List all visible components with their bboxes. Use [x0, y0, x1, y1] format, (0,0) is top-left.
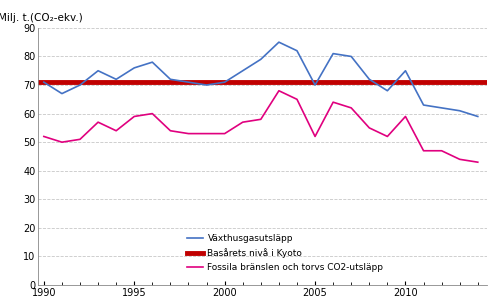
Line: Växthusgasutsläpp: Växthusgasutsläpp [44, 42, 478, 117]
Legend: Växthusgasutsläpp, Basårets nivå i Kyoto, Fossila bränslen och torvs CO2-utsläpp: Växthusgasutsläpp, Basårets nivå i Kyoto… [183, 230, 387, 275]
Fossila bränslen och torvs CO2-utsläpp [421, 149, 427, 153]
Växthusgasutsläpp [186, 80, 191, 84]
Växthusgasutsläpp [240, 69, 246, 72]
Växthusgasutsläpp [276, 40, 282, 44]
Fossila bränslen och torvs CO2-utsläpp [41, 135, 47, 138]
Fossila bränslen och torvs CO2-utsläpp [475, 160, 481, 164]
Växthusgasutsläpp [77, 83, 83, 87]
Växthusgasutsläpp [348, 55, 354, 58]
Fossila bränslen och torvs CO2-utsläpp [348, 106, 354, 110]
Fossila bränslen och torvs CO2-utsläpp [403, 115, 409, 118]
Växthusgasutsläpp [366, 78, 372, 81]
Fossila bränslen och torvs CO2-utsläpp [77, 137, 83, 141]
Växthusgasutsläpp [330, 52, 336, 55]
Text: Milj. t.(CO₂-ekv.): Milj. t.(CO₂-ekv.) [0, 13, 83, 23]
Fossila bränslen och torvs CO2-utsläpp [294, 98, 300, 101]
Fossila bränslen och torvs CO2-utsläpp [366, 126, 372, 130]
Växthusgasutsläpp [312, 83, 318, 87]
Fossila bränslen och torvs CO2-utsläpp [258, 117, 264, 121]
Fossila bränslen och torvs CO2-utsläpp [240, 120, 246, 124]
Fossila bränslen och torvs CO2-utsläpp [457, 158, 463, 161]
Fossila bränslen och torvs CO2-utsläpp [438, 149, 444, 153]
Växthusgasutsläpp [204, 83, 210, 87]
Växthusgasutsläpp [95, 69, 101, 72]
Växthusgasutsläpp [403, 69, 409, 72]
Fossila bränslen och torvs CO2-utsläpp [204, 132, 210, 135]
Växthusgasutsläpp [149, 60, 155, 64]
Fossila bränslen och torvs CO2-utsläpp [167, 129, 173, 133]
Växthusgasutsläpp [438, 106, 444, 110]
Växthusgasutsläpp [131, 66, 137, 70]
Fossila bränslen och torvs CO2-utsläpp [186, 132, 191, 135]
Fossila bränslen och torvs CO2-utsläpp [330, 100, 336, 104]
Växthusgasutsläpp [167, 78, 173, 81]
Fossila bränslen och torvs CO2-utsläpp [222, 132, 228, 135]
Fossila bränslen och torvs CO2-utsläpp [59, 140, 65, 144]
Växthusgasutsläpp [59, 92, 65, 95]
Växthusgasutsläpp [294, 49, 300, 53]
Växthusgasutsläpp [222, 80, 228, 84]
Växthusgasutsläpp [421, 103, 427, 107]
Fossila bränslen och torvs CO2-utsläpp [95, 120, 101, 124]
Line: Fossila bränslen och torvs CO2-utsläpp: Fossila bränslen och torvs CO2-utsläpp [44, 91, 478, 162]
Växthusgasutsläpp [384, 89, 390, 92]
Växthusgasutsläpp [475, 115, 481, 118]
Fossila bränslen och torvs CO2-utsläpp [384, 135, 390, 138]
Fossila bränslen och torvs CO2-utsläpp [149, 112, 155, 115]
Fossila bränslen och torvs CO2-utsläpp [113, 129, 119, 133]
Växthusgasutsläpp [41, 80, 47, 84]
Fossila bränslen och torvs CO2-utsläpp [276, 89, 282, 92]
Fossila bränslen och torvs CO2-utsläpp [312, 135, 318, 138]
Växthusgasutsläpp [457, 109, 463, 113]
Växthusgasutsläpp [113, 78, 119, 81]
Fossila bränslen och torvs CO2-utsläpp [131, 115, 137, 118]
Växthusgasutsläpp [258, 57, 264, 61]
